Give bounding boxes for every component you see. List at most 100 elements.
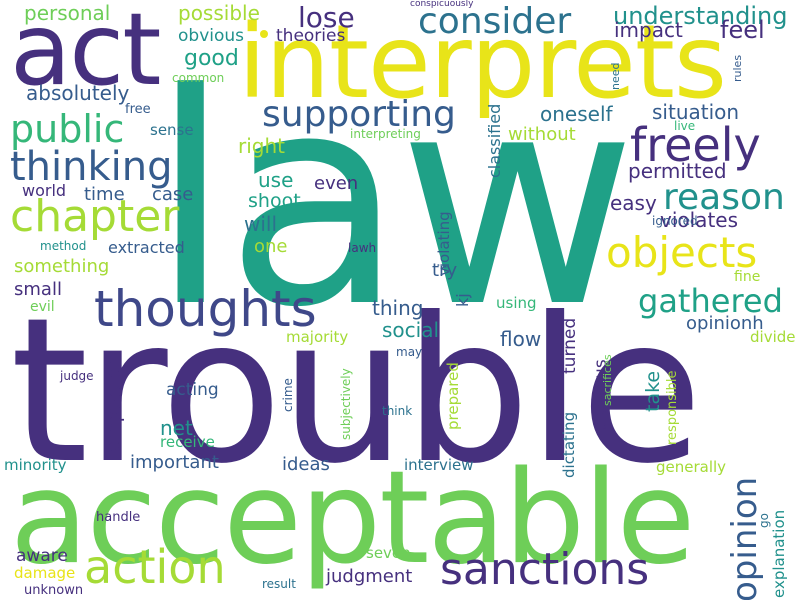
word-reason: reason bbox=[663, 177, 785, 218]
word-supporting: supporting bbox=[262, 94, 456, 135]
word-one: one bbox=[254, 236, 288, 257]
word-acceptable: acceptable bbox=[10, 444, 695, 593]
word-world: world bbox=[22, 181, 67, 200]
word-small: small bbox=[14, 279, 62, 300]
word-good: good bbox=[184, 46, 239, 71]
word-sacrifices: sacrifices bbox=[601, 354, 614, 406]
word-absolutely: absolutely bbox=[26, 81, 130, 105]
word-generally: generally bbox=[656, 458, 727, 476]
word-receive: receive bbox=[160, 433, 215, 451]
word-evil: evil bbox=[30, 299, 55, 315]
word-flow: flow bbox=[500, 327, 542, 351]
word-subjectively: subjectively bbox=[339, 368, 353, 440]
word-try: try bbox=[432, 260, 458, 281]
word-personal: personal bbox=[24, 1, 111, 25]
word-aware: aware bbox=[16, 546, 68, 566]
word-action: action bbox=[84, 540, 226, 594]
word-important: important bbox=[130, 452, 219, 473]
word-understanding: understanding bbox=[613, 2, 788, 30]
word-net: net bbox=[160, 416, 193, 440]
word-interprets: interprets bbox=[238, 3, 727, 122]
word-prepared: prepared bbox=[444, 362, 462, 430]
word-unknown: unknown bbox=[24, 583, 84, 598]
word-law: law bbox=[150, 31, 637, 371]
word-ideas: ideas bbox=[282, 454, 330, 475]
word-opinion: opinion bbox=[725, 476, 765, 600]
word-lawh: lawh bbox=[348, 241, 377, 255]
word-ignored: ignored bbox=[652, 214, 698, 228]
dot-mark bbox=[260, 30, 268, 38]
word-take: take bbox=[642, 370, 664, 412]
word-rules: rules bbox=[731, 54, 744, 82]
word-possible: possible bbox=[178, 1, 260, 25]
word-handle: handle bbox=[96, 510, 141, 525]
word-temptation: temptation bbox=[103, 354, 125, 460]
word-seven: seven bbox=[366, 544, 411, 562]
word-chapter: chapter bbox=[10, 191, 180, 242]
word-easy: easy bbox=[610, 191, 657, 215]
word-without: without bbox=[508, 124, 576, 145]
word-kj: kj bbox=[453, 293, 472, 307]
word-consider: consider bbox=[418, 1, 572, 42]
word-method: method bbox=[40, 239, 87, 253]
word-act: act bbox=[10, 0, 161, 108]
word-permitted: permitted bbox=[628, 159, 727, 183]
word-theories: theories bbox=[276, 26, 346, 46]
word-judge: judge bbox=[60, 369, 94, 383]
word-thoughts: thoughts bbox=[94, 280, 317, 338]
word-freely: freely bbox=[630, 118, 761, 172]
word-result: result bbox=[262, 577, 296, 591]
word-gathered: gathered bbox=[638, 282, 783, 320]
word-public: public bbox=[10, 107, 125, 151]
word-violates: violates bbox=[660, 208, 739, 232]
word-time: time bbox=[84, 184, 125, 205]
word-situation: situation bbox=[652, 100, 740, 124]
word-social: social bbox=[382, 318, 440, 342]
word-judgment: judgment bbox=[326, 566, 413, 587]
word-impact: impact bbox=[614, 18, 683, 42]
word-objects: objects bbox=[606, 228, 758, 277]
word-conspicuously: conspicuously bbox=[410, 0, 474, 9]
word-interpreting: interpreting bbox=[350, 127, 421, 141]
word-turned: turned bbox=[560, 317, 580, 374]
word-need: need bbox=[609, 62, 622, 91]
word-feel: feel bbox=[720, 16, 765, 44]
word-even: even bbox=[314, 173, 359, 194]
word-right: right bbox=[238, 134, 285, 158]
word-live: live bbox=[674, 119, 696, 133]
word-will: will bbox=[244, 212, 278, 236]
word-lose: lose bbox=[298, 1, 355, 34]
word-free: free bbox=[125, 102, 151, 117]
word-minority: minority bbox=[4, 456, 67, 474]
word-classified: classified bbox=[485, 103, 504, 178]
word-use: use bbox=[258, 168, 294, 192]
word-divide: divide bbox=[750, 328, 796, 346]
word-acting: acting bbox=[166, 380, 219, 400]
word-shoot: shoot bbox=[248, 190, 301, 212]
word-trouble: trouble bbox=[10, 275, 703, 508]
word-crime: crime bbox=[281, 378, 295, 412]
word-obvious: obvious bbox=[178, 26, 245, 46]
word-opinionh: opinionh bbox=[686, 313, 764, 334]
word-thing: thing bbox=[372, 296, 424, 320]
word-case: case bbox=[152, 184, 194, 205]
word-thinking: thinking bbox=[10, 144, 173, 190]
word-may: may bbox=[396, 345, 423, 359]
word-think: think bbox=[382, 404, 413, 418]
word-common: common bbox=[172, 71, 225, 85]
word-fine: fine bbox=[734, 269, 761, 285]
word-go: go bbox=[757, 513, 771, 528]
word-extracted: extracted bbox=[108, 238, 185, 257]
word-sanctions: sanctions bbox=[440, 544, 650, 595]
word-majority: majority bbox=[286, 328, 349, 346]
word-interview: interview bbox=[404, 456, 474, 474]
word-using: using bbox=[496, 294, 537, 312]
word-oneself: oneself bbox=[540, 102, 613, 126]
word-responsible: responsible bbox=[665, 370, 680, 445]
word-sense: sense bbox=[150, 121, 194, 139]
word-something: something bbox=[14, 256, 110, 277]
word-dictating: dictating bbox=[560, 411, 578, 478]
word-damage: damage bbox=[14, 564, 76, 582]
word-explanation: explanation bbox=[770, 509, 788, 598]
